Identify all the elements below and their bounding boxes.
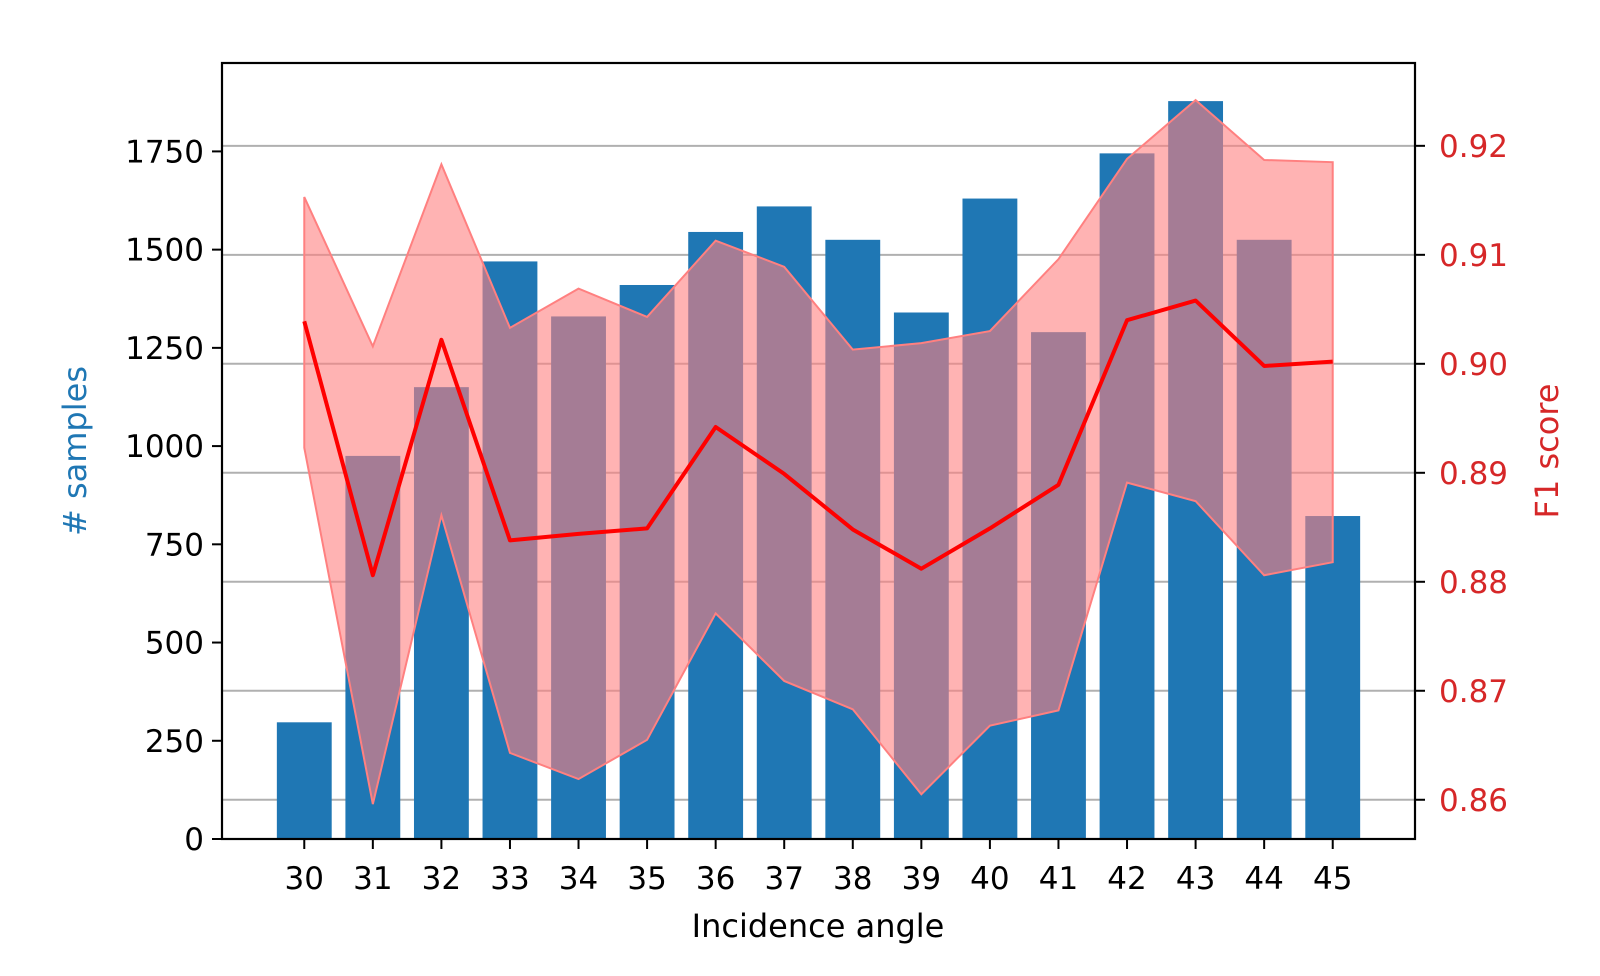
left-axis: 0 250 500 750 1000 1250 1500 1750 xyxy=(125,134,222,858)
right-tick-label: 0.86 xyxy=(1439,783,1508,819)
left-tick-label: 750 xyxy=(145,527,204,563)
x-tick-label: 36 xyxy=(696,861,735,897)
x-tick-label: 38 xyxy=(833,861,872,897)
right-tick-label: 0.92 xyxy=(1439,129,1508,165)
right-tick-label: 0.90 xyxy=(1439,347,1508,383)
x-tick-label: 31 xyxy=(353,861,392,897)
x-tick-label: 30 xyxy=(285,861,324,897)
x-tick-label: 44 xyxy=(1244,861,1283,897)
left-tick-label: 0 xyxy=(184,822,204,858)
x-tick-label: 45 xyxy=(1313,861,1352,897)
right-tick-label: 0.88 xyxy=(1439,565,1508,601)
x-tick-label: 32 xyxy=(422,861,461,897)
left-tick-label: 500 xyxy=(145,626,204,662)
x-axis: 30 31 32 33 34 35 36 37 38 39 40 41 42 43 44 45 xyxy=(285,839,1353,897)
right-tick-label: 0.89 xyxy=(1439,456,1508,492)
x-tick-label: 41 xyxy=(1039,861,1078,897)
right-tick-label: 0.91 xyxy=(1439,238,1508,274)
left-tick-label: 1750 xyxy=(125,134,204,170)
x-tick-label: 43 xyxy=(1176,861,1215,897)
right-axis: 0.86 0.87 0.88 0.89 0.90 0.91 0.92 xyxy=(1415,129,1508,819)
x-tick-label: 37 xyxy=(764,861,803,897)
left-tick-label: 1500 xyxy=(125,233,204,269)
left-tick-label: 250 xyxy=(145,724,204,760)
x-axis-label: Incidence angle xyxy=(692,907,945,945)
bar xyxy=(277,722,332,839)
right-axis-label: F1 score xyxy=(1528,384,1566,519)
x-tick-label: 34 xyxy=(559,861,598,897)
left-tick-label: 1250 xyxy=(125,331,204,367)
left-axis-label: # samples xyxy=(56,366,94,536)
x-tick-label: 42 xyxy=(1107,861,1146,897)
x-tick-label: 35 xyxy=(627,861,666,897)
left-tick-label: 1000 xyxy=(125,429,204,465)
x-tick-label: 39 xyxy=(902,861,941,897)
x-tick-label: 40 xyxy=(970,861,1009,897)
x-tick-label: 33 xyxy=(490,861,529,897)
right-tick-label: 0.87 xyxy=(1439,674,1508,710)
